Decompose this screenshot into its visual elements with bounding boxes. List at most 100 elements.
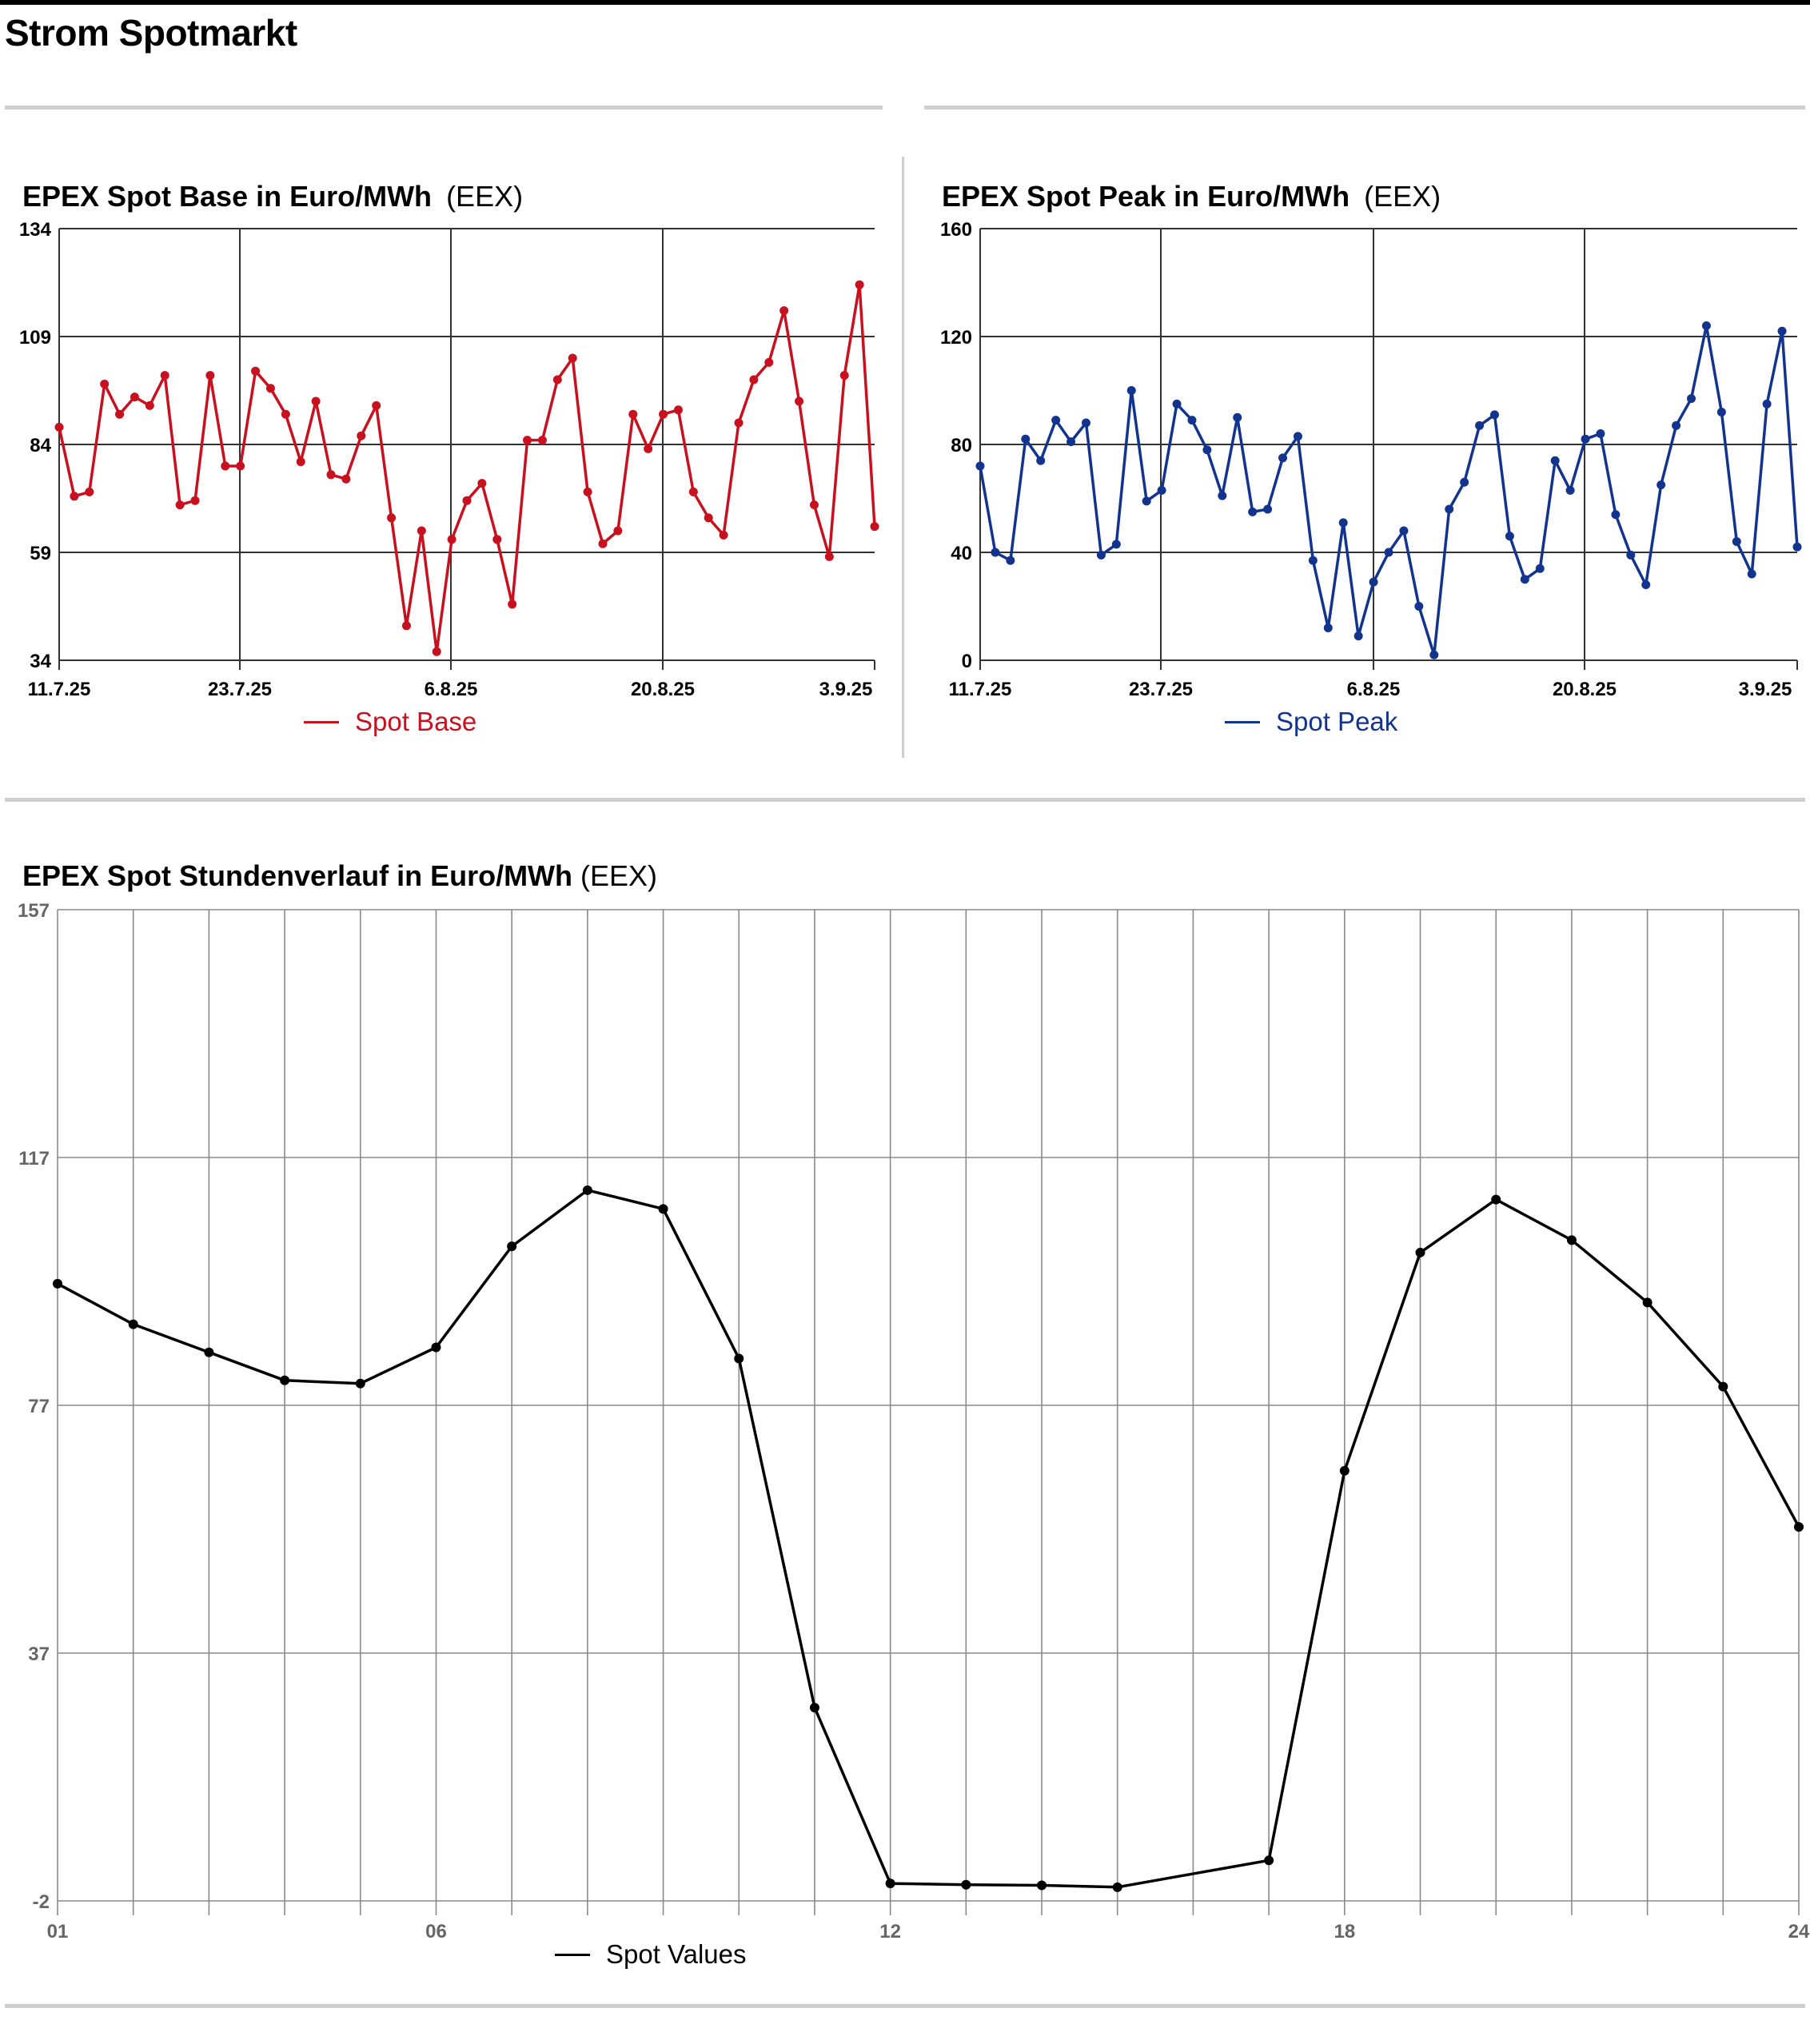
peak-point <box>1475 420 1485 430</box>
base-point <box>734 418 744 428</box>
peak-point <box>1278 453 1288 463</box>
peak-point <box>1066 437 1076 447</box>
hourly-point <box>1037 1880 1047 1891</box>
hourly-chart-title: EPEX Spot Stundenverlauf in Euro/MWh (EEX… <box>22 859 657 893</box>
peak-point <box>1233 412 1242 422</box>
base-point <box>659 409 668 419</box>
hourly-point <box>1339 1465 1350 1476</box>
hourly-point <box>204 1347 214 1357</box>
peak-point <box>1369 577 1378 587</box>
base-xtick-4: 3.9.25 <box>819 679 873 700</box>
peak-point <box>1672 420 1681 430</box>
peak-point <box>1581 434 1590 444</box>
base-point <box>265 384 275 393</box>
peak-point <box>1687 394 1696 404</box>
peak-chart-title-main: EPEX Spot Peak in Euro/MWh <box>942 180 1350 213</box>
base-xtick-3: 20.8.25 <box>631 679 695 700</box>
hourly-point <box>1112 1882 1122 1892</box>
hourly-xtick-3: 18 <box>1334 1921 1355 1942</box>
peak-legend: Spot Peak <box>1225 707 1397 737</box>
base-point <box>432 647 441 656</box>
base-point <box>251 366 261 376</box>
peak-ytick-4: 160 <box>940 219 972 241</box>
peak-point <box>1489 410 1499 420</box>
hourly-point <box>961 1879 971 1890</box>
base-point <box>100 379 110 388</box>
peak-point <box>1202 445 1212 455</box>
peak-point <box>1111 540 1121 549</box>
hourly-point <box>280 1375 290 1385</box>
base-point <box>704 513 713 523</box>
base-point <box>281 409 290 419</box>
peak-xtick-1: 23.7.25 <box>1129 679 1193 700</box>
base-point <box>598 539 608 548</box>
base-point <box>54 422 64 432</box>
base-point <box>447 535 456 544</box>
separator-bottom <box>5 2004 1805 2008</box>
base-point <box>779 306 789 316</box>
peak-xtick-2: 6.8.25 <box>1347 679 1401 700</box>
base-point <box>175 500 185 510</box>
peak-point <box>1445 504 1454 514</box>
peak-point <box>1293 432 1302 441</box>
hourly-point <box>582 1185 592 1195</box>
peak-chart-title: EPEX Spot Peak in Euro/MWh (EEX) <box>942 180 1441 213</box>
base-point <box>85 487 94 496</box>
hourly-point <box>53 1278 62 1289</box>
base-point <box>855 280 864 289</box>
base-point <box>326 470 336 480</box>
peak-xtick-0: 11.7.25 <box>949 679 1012 700</box>
hourly-xtick-4: 24 <box>1788 1921 1810 1942</box>
base-point <box>160 371 169 381</box>
hourly-legend: Spot Values <box>555 1939 747 1970</box>
base-point <box>357 431 366 440</box>
peak-ytick-0: 0 <box>962 651 972 672</box>
hourly-point <box>1415 1247 1425 1257</box>
base-point <box>613 526 623 536</box>
peak-point <box>1626 550 1636 560</box>
peak-point <box>1021 434 1031 444</box>
hourly-point <box>1718 1381 1728 1392</box>
base-point <box>552 375 562 384</box>
base-chart-title-main: EPEX Spot Base in Euro/MWh <box>22 180 433 213</box>
base-point <box>70 492 79 501</box>
peak-point <box>975 461 985 471</box>
peak-point <box>1716 408 1726 416</box>
base-point <box>221 461 230 471</box>
base-point <box>311 396 321 406</box>
peak-point <box>1096 550 1106 560</box>
base-point <box>115 409 125 419</box>
peak-xtick-3: 20.8.25 <box>1553 679 1617 700</box>
hourly-point <box>809 1703 819 1713</box>
base-legend-label: Spot Base <box>355 707 477 736</box>
base-point <box>537 436 547 445</box>
base-xtick-0: 11.7.25 <box>28 679 91 700</box>
hourly-legend-label: Spot Values <box>606 1939 747 1969</box>
base-point <box>341 474 351 484</box>
peak-point <box>1701 321 1711 330</box>
base-point <box>688 487 698 496</box>
peak-point <box>1323 624 1333 632</box>
hourly-point <box>1264 1855 1274 1866</box>
base-legend-swatch <box>304 720 339 723</box>
hourly-chart-title-main: EPEX Spot Stundenverlauf in Euro/MWh <box>22 859 573 892</box>
hourly-ytick-0: -2 <box>33 1891 50 1913</box>
base-point <box>628 409 638 419</box>
peak-point <box>1218 491 1227 500</box>
hourly-series-line <box>57 1189 1800 1889</box>
base-legend: Spot Base <box>304 707 476 737</box>
peak-point <box>1187 416 1197 425</box>
base-point <box>719 530 728 540</box>
peak-point <box>1429 650 1439 659</box>
peak-point <box>1762 399 1772 408</box>
base-point <box>417 526 426 536</box>
separator-left <box>5 106 883 110</box>
base-xtick-2: 6.8.25 <box>425 679 478 700</box>
hourly-point <box>431 1342 441 1353</box>
peak-point <box>1006 556 1015 565</box>
peak-point <box>1732 537 1741 546</box>
base-chart-source: (EEX) <box>446 180 524 213</box>
peak-xtick-4: 3.9.25 <box>1739 679 1792 700</box>
base-point <box>190 496 200 505</box>
hourly-point <box>885 1879 895 1889</box>
